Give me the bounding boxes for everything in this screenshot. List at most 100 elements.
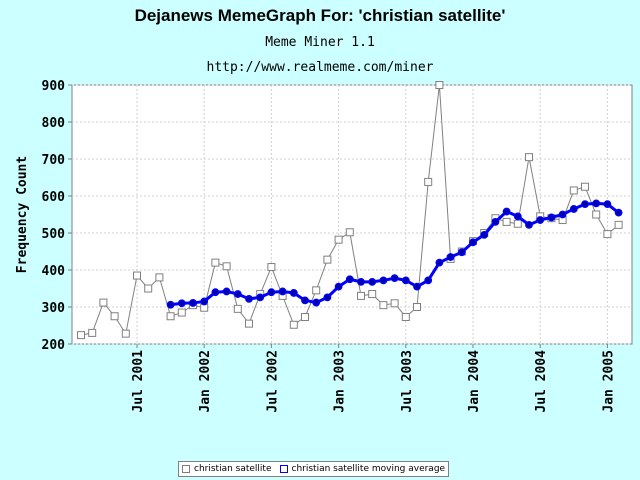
y-tick-label: 300 — [42, 301, 66, 316]
x-tick-label: Jan 2005 — [601, 350, 616, 413]
data-point-raw — [211, 258, 220, 267]
data-point-average — [256, 293, 265, 302]
data-point-average — [480, 230, 489, 239]
x-tick-label: Jan 2003 — [333, 350, 348, 413]
data-point-average — [368, 277, 377, 286]
x-tick-label: Jul 2004 — [534, 350, 549, 413]
data-point-raw — [267, 263, 276, 272]
data-point-average — [491, 217, 500, 226]
data-point-raw — [88, 328, 97, 337]
data-point-average — [312, 298, 321, 307]
legend-swatch-raw — [182, 465, 190, 473]
data-point-average — [603, 200, 612, 209]
data-point-average — [592, 199, 601, 208]
data-point-raw — [289, 320, 298, 329]
data-point-average — [525, 220, 533, 229]
data-point-average — [401, 276, 410, 285]
data-point-raw — [379, 301, 388, 310]
data-point-raw — [144, 284, 153, 293]
data-point-raw — [513, 219, 522, 228]
data-point-average — [547, 213, 556, 222]
data-point-raw — [177, 308, 186, 317]
x-tick-label: Jul 2002 — [265, 350, 280, 413]
data-point-average — [267, 288, 276, 297]
data-point-raw — [525, 153, 533, 162]
data-point-average — [278, 287, 287, 296]
data-point-raw — [603, 230, 612, 239]
x-tick-label: Jul 2001 — [131, 350, 146, 413]
y-tick-label: 700 — [42, 153, 66, 168]
data-point-raw — [233, 304, 242, 313]
data-point-average — [502, 207, 511, 216]
data-point-raw — [569, 186, 578, 195]
data-point-average — [177, 299, 186, 308]
y-tick-label: 900 — [42, 79, 66, 94]
data-point-raw — [245, 319, 253, 328]
data-point-raw — [155, 273, 164, 282]
data-point-raw — [77, 331, 85, 340]
data-point-raw — [435, 81, 444, 89]
data-point-raw — [99, 298, 108, 307]
data-point-raw — [323, 255, 332, 264]
chart-legend: christian satellite christian satellite … — [178, 461, 450, 477]
data-point-average — [166, 300, 175, 309]
x-tick-label: Jan 2002 — [198, 350, 213, 413]
data-point-average — [446, 253, 455, 261]
y-tick-label: 600 — [42, 190, 66, 205]
data-point-average — [424, 276, 433, 285]
data-point-average — [334, 282, 343, 291]
data-point-average — [569, 205, 578, 213]
data-point-average — [301, 296, 309, 305]
data-point-raw — [166, 312, 175, 321]
data-point-average — [513, 212, 522, 221]
data-point-average — [189, 299, 197, 307]
data-point-raw — [222, 262, 231, 271]
data-point-average — [200, 297, 209, 306]
y-tick-label: 500 — [42, 227, 66, 242]
data-point-average — [558, 210, 567, 219]
data-point-raw — [401, 312, 410, 321]
data-point-average — [357, 277, 365, 286]
data-point-raw — [502, 217, 511, 226]
y-tick-label: 800 — [42, 116, 66, 131]
data-point-raw — [592, 210, 601, 219]
data-point-average — [233, 290, 242, 298]
data-point-average — [345, 275, 354, 284]
data-point-raw — [110, 312, 119, 321]
data-point-average — [222, 287, 231, 296]
chart-title: Dejanews MemeGraph For: 'christian satel… — [134, 6, 506, 25]
data-point-average — [581, 200, 589, 209]
data-point-average — [457, 248, 466, 257]
data-point-average — [390, 274, 399, 283]
data-point-average — [379, 276, 388, 285]
legend-swatch-average — [279, 465, 288, 473]
data-point-raw — [357, 291, 365, 300]
data-point-average — [289, 289, 298, 297]
data-point-raw — [312, 286, 321, 295]
y-tick-label: 400 — [42, 264, 66, 279]
y-axis-label: Frequency Count — [15, 156, 30, 273]
data-point-average — [435, 258, 444, 267]
data-point-raw — [581, 182, 589, 191]
data-point-raw — [413, 303, 421, 311]
x-tick-label: Jan 2004 — [467, 350, 482, 413]
data-point-raw — [301, 312, 309, 321]
legend-item-raw: christian satellite — [182, 464, 272, 474]
data-point-raw — [368, 290, 377, 299]
data-point-raw — [614, 220, 623, 229]
source-url: http://www.realmeme.com/miner — [206, 60, 434, 75]
data-point-average — [211, 288, 220, 297]
data-point-average — [245, 294, 253, 303]
chart-subtitle: Meme Miner 1.1 — [265, 35, 375, 50]
data-point-raw — [345, 228, 354, 237]
data-point-average — [413, 282, 421, 291]
data-point-average — [323, 293, 332, 302]
data-point-raw — [334, 235, 343, 244]
data-point-raw — [390, 299, 399, 308]
data-point-average — [614, 208, 623, 217]
data-point-average — [536, 216, 545, 224]
legend-label-average: christian satellite moving average — [291, 464, 446, 474]
data-point-average — [469, 238, 477, 247]
data-point-raw — [121, 329, 130, 338]
